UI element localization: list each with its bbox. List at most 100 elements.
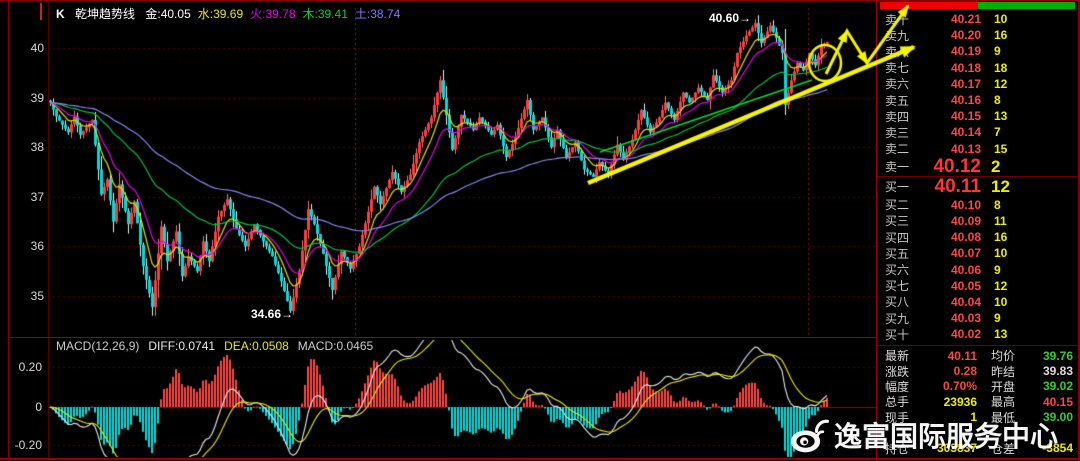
orderbook-row-buy[interactable]: 买三 40.09 11 bbox=[877, 213, 1078, 229]
orderbook-row-buy[interactable]: 买七 40.05 12 bbox=[877, 278, 1078, 294]
indicator-value-水: 水:39.69 bbox=[197, 7, 244, 21]
orderbook-row-label: 卖一 bbox=[885, 160, 910, 175]
orderbook-row-buy[interactable]: 买四 40.08 16 bbox=[877, 229, 1078, 245]
orderbook-row-qty: 10 bbox=[994, 294, 1008, 309]
orderbook-row-label: 买七 bbox=[885, 279, 910, 294]
orderbook-row-price: 40.17 bbox=[950, 76, 981, 91]
orderbook-row-qty: 8 bbox=[994, 197, 1001, 212]
orderbook-row-price: 40.14 bbox=[950, 125, 981, 140]
orderbook-row-price: 40.08 bbox=[950, 230, 981, 245]
price-axis-label: 37 bbox=[30, 189, 44, 204]
k-period-label[interactable]: K bbox=[56, 7, 65, 21]
stats-row: 最新 40.11 均价 39.76 bbox=[877, 348, 1078, 364]
orderbook-row-sell[interactable]: 卖九 40.20 16 bbox=[877, 27, 1078, 43]
orderbook-row-sell[interactable]: 卖八 40.19 9 bbox=[877, 43, 1078, 59]
buy-sell-ratio-bar bbox=[880, 2, 1075, 9]
stats-row: 幅度 0.70% 开盘 39.02 bbox=[877, 379, 1078, 394]
orderbook-row-price: 40.06 bbox=[950, 262, 981, 277]
orderbook-row-price: 40.21 bbox=[950, 12, 981, 27]
stats-value: 23936 bbox=[943, 394, 977, 409]
orderbook-row-sell[interactable]: 卖二 40.13 15 bbox=[877, 141, 1078, 157]
orderbook-row-price: 40.16 bbox=[950, 93, 981, 108]
orderbook-row-qty: 11 bbox=[994, 213, 1007, 228]
orderbook-row-qty: 9 bbox=[994, 311, 1001, 326]
macd-diff-value: DIFF:0.0741 bbox=[148, 339, 216, 353]
orderbook-row-sell[interactable]: 卖四 40.15 13 bbox=[877, 108, 1078, 124]
orderbook-row-price: 40.11 bbox=[934, 175, 982, 197]
orderbook-row-qty: 15 bbox=[994, 141, 1008, 156]
orderbook-row-label: 卖三 bbox=[885, 125, 910, 140]
orderbook-row-buy[interactable]: 买二 40.10 8 bbox=[877, 197, 1078, 213]
chart-macd-divider bbox=[8, 337, 876, 338]
frame-left bbox=[8, 0, 9, 461]
indicator-header: K 乾坤趋势线 金:40.05 水:39.69 火:39.78 木:39.41 土:38… bbox=[56, 5, 414, 22]
indicator-name[interactable]: 乾坤趋势线 bbox=[75, 7, 136, 21]
indicator-value-土: 土:38.74 bbox=[354, 7, 401, 21]
orderbook-row-label: 卖八 bbox=[885, 44, 910, 59]
orderbook-row-label: 买六 bbox=[885, 263, 910, 278]
chart-left-border bbox=[48, 0, 49, 458]
orderbook-row-sell[interactable]: 卖七 40.18 18 bbox=[877, 60, 1078, 76]
orderbook-row-price: 40.04 bbox=[950, 294, 981, 309]
orderbook-row-price: 40.15 bbox=[950, 109, 981, 124]
macd-header: MACD(12,26,9) DIFF:0.0741 DEA:0.0508 MACD:0… bbox=[56, 339, 382, 353]
macd-axis-label: 0 bbox=[35, 400, 42, 414]
indicator-values: 金:40.05 水:39.69 火:39.78 木:39.41 土:38.74 bbox=[145, 7, 407, 21]
macd-name[interactable]: MACD(12,26,9) bbox=[56, 339, 140, 353]
orderbook-row-sell[interactable]: 卖六 40.17 12 bbox=[877, 76, 1078, 92]
orderbook-row-buy[interactable]: 买八 40.04 10 bbox=[877, 294, 1078, 310]
orderbook-row-price: 40.10 bbox=[950, 197, 981, 212]
macd-dea-value: DEA:0.0508 bbox=[224, 339, 289, 353]
orderbook-row-qty: 13 bbox=[994, 109, 1008, 124]
orderbook-row-price: 40.12 bbox=[933, 155, 981, 177]
stats-value: 40.11 bbox=[947, 348, 977, 363]
orderbook-row-buy[interactable]: 买五 40.07 10 bbox=[877, 245, 1078, 261]
orderbook-row-label: 买一 bbox=[885, 180, 910, 195]
orderbook-row-sell[interactable]: 卖一 40.12 2 bbox=[877, 155, 1078, 177]
price-axis-label: 39 bbox=[30, 90, 44, 105]
price-axis-label: 38 bbox=[30, 140, 44, 155]
orderbook-row-price: 40.05 bbox=[950, 278, 981, 293]
orderbook-row-price: 40.09 bbox=[950, 213, 981, 228]
buy-ratio-segment bbox=[977, 2, 1075, 9]
orderbook-row-label: 买八 bbox=[885, 295, 910, 310]
sell-ratio-segment bbox=[880, 2, 978, 9]
period-tick bbox=[40, 3, 42, 20]
orderbook-row-label: 买二 bbox=[885, 198, 910, 213]
orderbook-row-qty: 9 bbox=[994, 44, 1001, 59]
order-book: 卖十 40.21 10 卖九 40.20 16 卖八 40.19 9 卖七 40.18 18 卖六 40.… bbox=[877, 11, 1078, 342]
orderbook-row-label: 卖五 bbox=[885, 93, 910, 108]
orderbook-row-buy[interactable]: 买一 40.11 12 bbox=[877, 175, 1078, 197]
orderbook-row-label: 卖九 bbox=[885, 28, 910, 43]
orderbook-row-price: 40.03 bbox=[950, 311, 981, 326]
weibo-icon bbox=[790, 419, 830, 453]
orderbook-row-sell[interactable]: 卖三 40.14 7 bbox=[877, 124, 1078, 140]
orderbook-row-price: 40.07 bbox=[950, 246, 981, 261]
orderbook-row-price: 40.13 bbox=[950, 141, 981, 156]
stats-value: 39.83 bbox=[1042, 364, 1073, 379]
orderbook-row-qty: 16 bbox=[994, 230, 1008, 245]
orderbook-row-sell[interactable]: 卖十 40.21 10 bbox=[877, 11, 1078, 27]
orderbook-row-label: 卖四 bbox=[885, 109, 910, 124]
quote-panel: 卖十 40.21 10 卖九 40.20 16 卖八 40.19 9 卖七 40.18 18 卖六 40.… bbox=[877, 0, 1078, 458]
orderbook-row-qty: 12 bbox=[994, 278, 1008, 293]
stats-value: 0.28 bbox=[953, 364, 977, 379]
indicator-value-金: 金:40.05 bbox=[145, 7, 191, 21]
orderbook-row-price: 40.19 bbox=[950, 44, 981, 59]
orderbook-row-buy[interactable]: 买九 40.03 9 bbox=[877, 310, 1078, 326]
orderbook-row-sell[interactable]: 卖五 40.16 8 bbox=[877, 92, 1078, 108]
stats-row: 涨跌 0.28 昨结 39.83 bbox=[877, 363, 1078, 379]
watermark-text: 逸富国际服务中心 bbox=[834, 421, 1059, 452]
stats-row: 总手 23936 最高 40.15 bbox=[877, 394, 1078, 410]
orderbook-row-label: 卖七 bbox=[885, 61, 910, 76]
price-axis-label: 35 bbox=[30, 289, 44, 303]
orderbook-row-qty: 16 bbox=[994, 28, 1008, 43]
orderbook-row-qty: 9 bbox=[994, 262, 1001, 277]
price-axis-label: 40 bbox=[30, 41, 44, 55]
watermark: 逸富国际服务中心 bbox=[788, 411, 1080, 459]
macd-macd-value: MACD:0.0465 bbox=[297, 339, 374, 353]
orderbook-row-buy[interactable]: 买十 40.02 13 bbox=[877, 326, 1078, 342]
orderbook-row-qty: 2 bbox=[991, 156, 1001, 176]
orderbook-row-buy[interactable]: 买六 40.06 9 bbox=[877, 261, 1078, 278]
